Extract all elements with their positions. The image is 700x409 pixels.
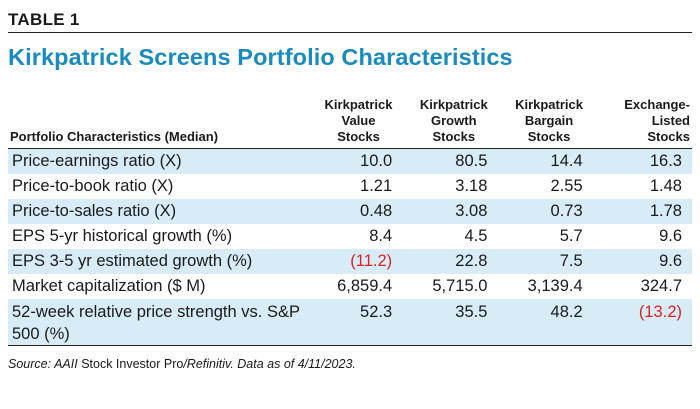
table-header-row: Portfolio Characteristics (Median) Kirkp… <box>8 97 692 149</box>
cell-value: (11.2) <box>310 249 407 274</box>
header-portfolio-characteristics: Portfolio Characteristics (Median) <box>8 97 311 149</box>
table-row: Price-to-book ratio (X) 1.21 3.18 2.55 1.48 <box>8 174 692 199</box>
source-note: Source: AAII Stock Investor Pro/Refiniti… <box>8 357 356 371</box>
cell-value: 0.73 <box>501 199 597 224</box>
header-kirkpatrick-value: Kirkpatrick Value Stocks <box>310 97 407 149</box>
cell-value: 5,715.0 <box>432 277 488 295</box>
row-label: Price-earnings ratio (X) <box>8 148 311 174</box>
header-kirkpatrick-bargain: Kirkpatrick Bargain Stocks <box>501 97 597 149</box>
cell-value: 1.21 <box>360 177 393 195</box>
cell-value: 80.5 <box>406 148 502 174</box>
cell-value: 3,139.4 <box>527 277 583 295</box>
cell-value: 2.55 <box>550 177 583 195</box>
cell-value: 52.3 <box>310 299 407 346</box>
table-row: Market capitalization ($ M) 6,859.4 5,715.… <box>8 274 692 299</box>
cell-value: 35.5 <box>406 299 502 346</box>
cell-value: 3.18 <box>455 177 488 195</box>
cell-value: 10.0 <box>310 148 407 174</box>
cell-value: 324.7 <box>640 277 682 295</box>
cell-value: 3.08 <box>406 199 502 224</box>
table-row: Price-earnings ratio (X) 10.0 80.5 14.4 16.3 <box>8 148 692 174</box>
cell-value: 4.5 <box>464 227 488 245</box>
table-row: EPS 5-yr historical growth (%) 8.4 4.5 5.7 9… <box>8 224 692 249</box>
cell-value: 9.6 <box>659 227 682 245</box>
table-row: EPS 3-5 yr estimated growth (%) (11.2) 22.… <box>8 249 692 274</box>
table-number-label: TABLE 1 <box>8 10 692 33</box>
row-label: Price-to-book ratio (X) <box>12 177 174 195</box>
row-label: EPS 3-5 yr estimated growth (%) <box>8 249 311 274</box>
table-title: Kirkpatrick Screens Portfolio Characteri… <box>8 44 513 70</box>
row-label: Price-to-sales ratio (X) <box>8 199 311 224</box>
portfolio-characteristics-table: Portfolio Characteristics (Median) Kirkp… <box>8 97 692 346</box>
cell-value: 16.3 <box>596 148 692 174</box>
cell-value: 48.2 <box>501 299 597 346</box>
cell-value: 14.4 <box>501 148 597 174</box>
header-kirkpatrick-growth: Kirkpatrick Growth Stocks <box>406 97 502 149</box>
cell-value: (13.2) <box>596 299 692 346</box>
row-label: EPS 5-yr historical growth (%) <box>12 227 233 245</box>
table-row: 52-week relative price strength vs. S&P … <box>8 299 692 346</box>
row-label: Market capitalization ($ M) <box>12 277 206 295</box>
cell-value: 1.48 <box>649 177 682 195</box>
table-body: Price-earnings ratio (X) 10.0 80.5 14.4 16.3… <box>8 148 692 346</box>
table-row: Price-to-sales ratio (X) 0.48 3.08 0.73 1.78 <box>8 199 692 224</box>
cell-value: 0.48 <box>310 199 407 224</box>
cell-value: 9.6 <box>596 249 692 274</box>
header-exchange-listed: Exchange- Listed Stocks <box>596 97 692 149</box>
cell-value: 22.8 <box>406 249 502 274</box>
cell-value: 8.4 <box>369 227 393 245</box>
cell-value: 1.78 <box>596 199 692 224</box>
cell-value: 7.5 <box>501 249 597 274</box>
row-label: 52-week relative price strength vs. S&P … <box>8 299 311 346</box>
cell-value: 6,859.4 <box>337 277 393 295</box>
cell-value: 5.7 <box>559 227 583 245</box>
